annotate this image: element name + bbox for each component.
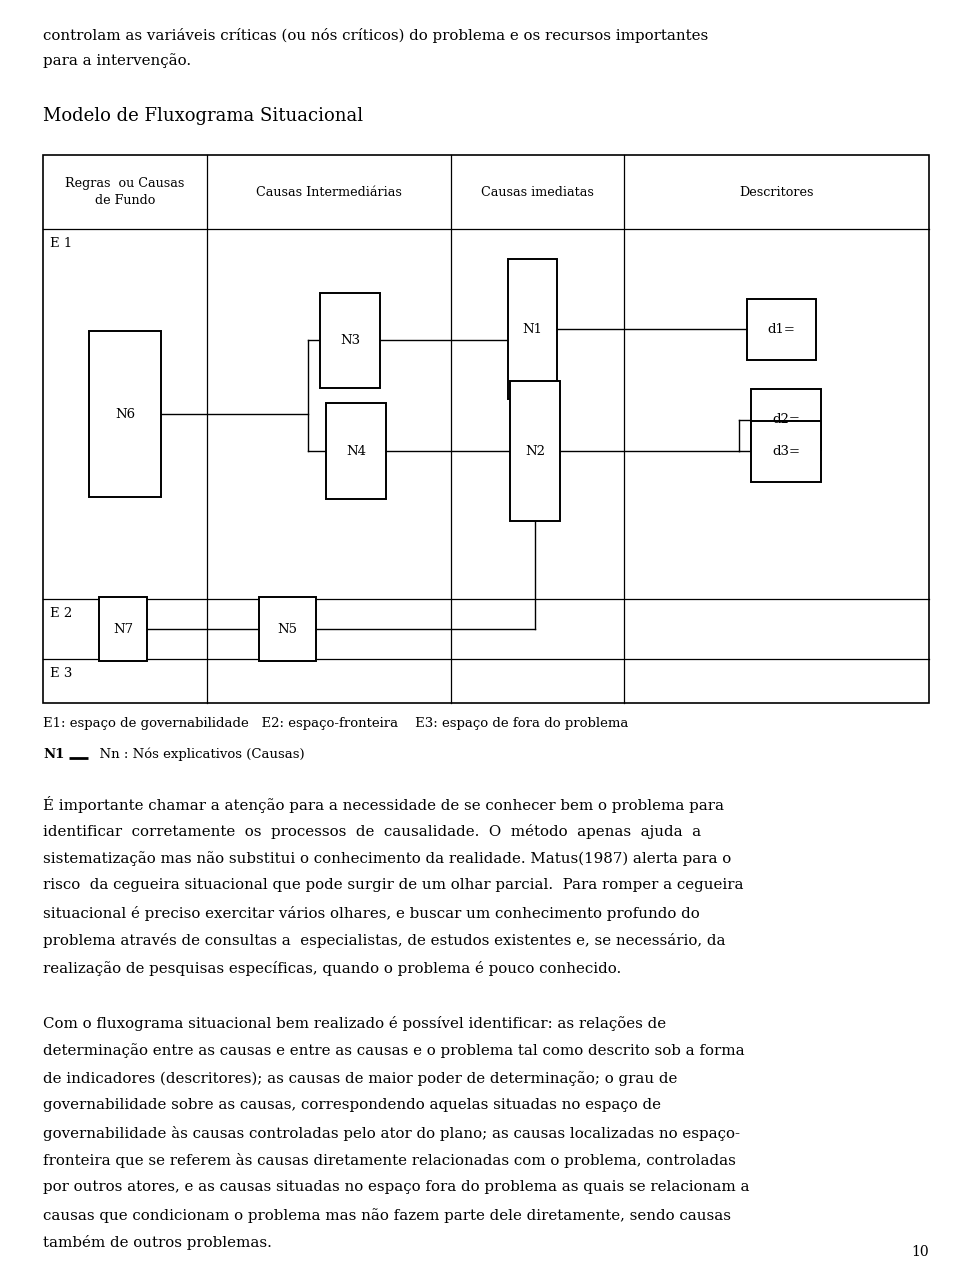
Text: d1=: d1= [767,322,795,336]
Text: E1: espaço de governabilidade   E2: espaço-fronteira    E3: espaço de fora do pr: E1: espaço de governabilidade E2: espaço… [43,717,629,730]
Text: realização de pesquisas específicas, quando o problema é pouco conhecido.: realização de pesquisas específicas, qua… [43,961,621,976]
Text: fronteira que se referem às causas diretamente relacionadas com o problema, cont: fronteira que se referem às causas diret… [43,1153,736,1168]
Bar [752,420,821,482]
Text: É importante chamar a atenção para a necessidade de se conhecer bem o problema p: É importante chamar a atenção para a nec… [43,796,724,813]
Text: 10: 10 [912,1245,929,1259]
Text: risco  da cegueira situacional que pode surgir de um olhar parcial.  Para romper: risco da cegueira situacional que pode s… [43,879,744,892]
Text: Causas imediatas: Causas imediatas [481,186,593,199]
Text: E 3: E 3 [50,668,72,680]
Text: identificar  corretamente  os  processos  de  causalidade.  O  método  apenas  a: identificar corretamente os processos de… [43,824,702,838]
Bar [508,259,557,399]
Text: Causas Intermediárias: Causas Intermediárias [256,186,402,199]
Bar [511,381,560,521]
Text: sistematização mas não substitui o conhecimento da realidade. Matus(1987) alerta: sistematização mas não substitui o conhe… [43,851,732,866]
Text: também de outros problemas.: também de outros problemas. [43,1236,272,1250]
Text: Modelo de Fluxograma Situacional: Modelo de Fluxograma Situacional [43,107,363,125]
Text: problema através de consultas a  especialistas, de estudos existentes e, se nece: problema através de consultas a especial… [43,933,726,948]
Text: situacional é preciso exercitar vários olhares, e buscar um conhecimento profund: situacional é preciso exercitar vários o… [43,906,700,921]
Text: governabilidade às causas controladas pelo ator do plano; as causas localizadas : governabilidade às causas controladas pe… [43,1126,740,1140]
Bar [43,155,929,703]
Text: determinação entre as causas e entre as causas e o problema tal como descrito so: determinação entre as causas e entre as … [43,1043,745,1059]
Text: por outros atores, e as causas situadas no espaço fora do problema as quais se r: por outros atores, e as causas situadas … [43,1181,750,1194]
Text: d3=: d3= [772,445,800,457]
Text: N7: N7 [113,623,132,636]
Text: Descritores: Descritores [739,186,814,199]
Text: E 2: E 2 [50,606,72,620]
Text: N2: N2 [525,445,545,457]
Bar [747,298,816,359]
Text: Com o fluxograma situacional bem realizado é possível identificar: as relações d: Com o fluxograma situacional bem realiza… [43,1017,666,1031]
Text: Regras  ou Causas
de Fundo: Regras ou Causas de Fundo [65,177,185,208]
Bar [320,293,380,389]
Bar [99,598,147,661]
Text: governabilidade sobre as causas, correspondendo aquelas situadas no espaço de: governabilidade sobre as causas, corresp… [43,1098,661,1112]
Bar [325,404,386,499]
Bar [89,331,161,497]
Text: N1: N1 [43,748,64,761]
Text: E 1: E 1 [50,237,72,250]
Text: N1: N1 [522,322,542,336]
Text: para a intervenção.: para a intervenção. [43,54,191,69]
Text: controlam as variáveis críticas (ou nós críticos) do problema e os recursos impo: controlam as variáveis críticas (ou nós … [43,28,708,43]
Bar [259,598,317,661]
Text: N3: N3 [340,334,360,347]
Bar [752,390,821,451]
Text: de indicadores (descritores); as causas de maior poder de determinação; o grau d: de indicadores (descritores); as causas … [43,1070,678,1085]
Text: N6: N6 [115,408,135,420]
Text: N4: N4 [346,445,366,457]
Text: Nn : Nós explicativos (Causas): Nn : Nós explicativos (Causas) [91,748,305,762]
Text: N5: N5 [277,623,298,636]
Text: d2=: d2= [772,413,800,427]
Text: causas que condicionam o problema mas não fazem parte dele diretamente, sendo ca: causas que condicionam o problema mas nã… [43,1208,732,1223]
